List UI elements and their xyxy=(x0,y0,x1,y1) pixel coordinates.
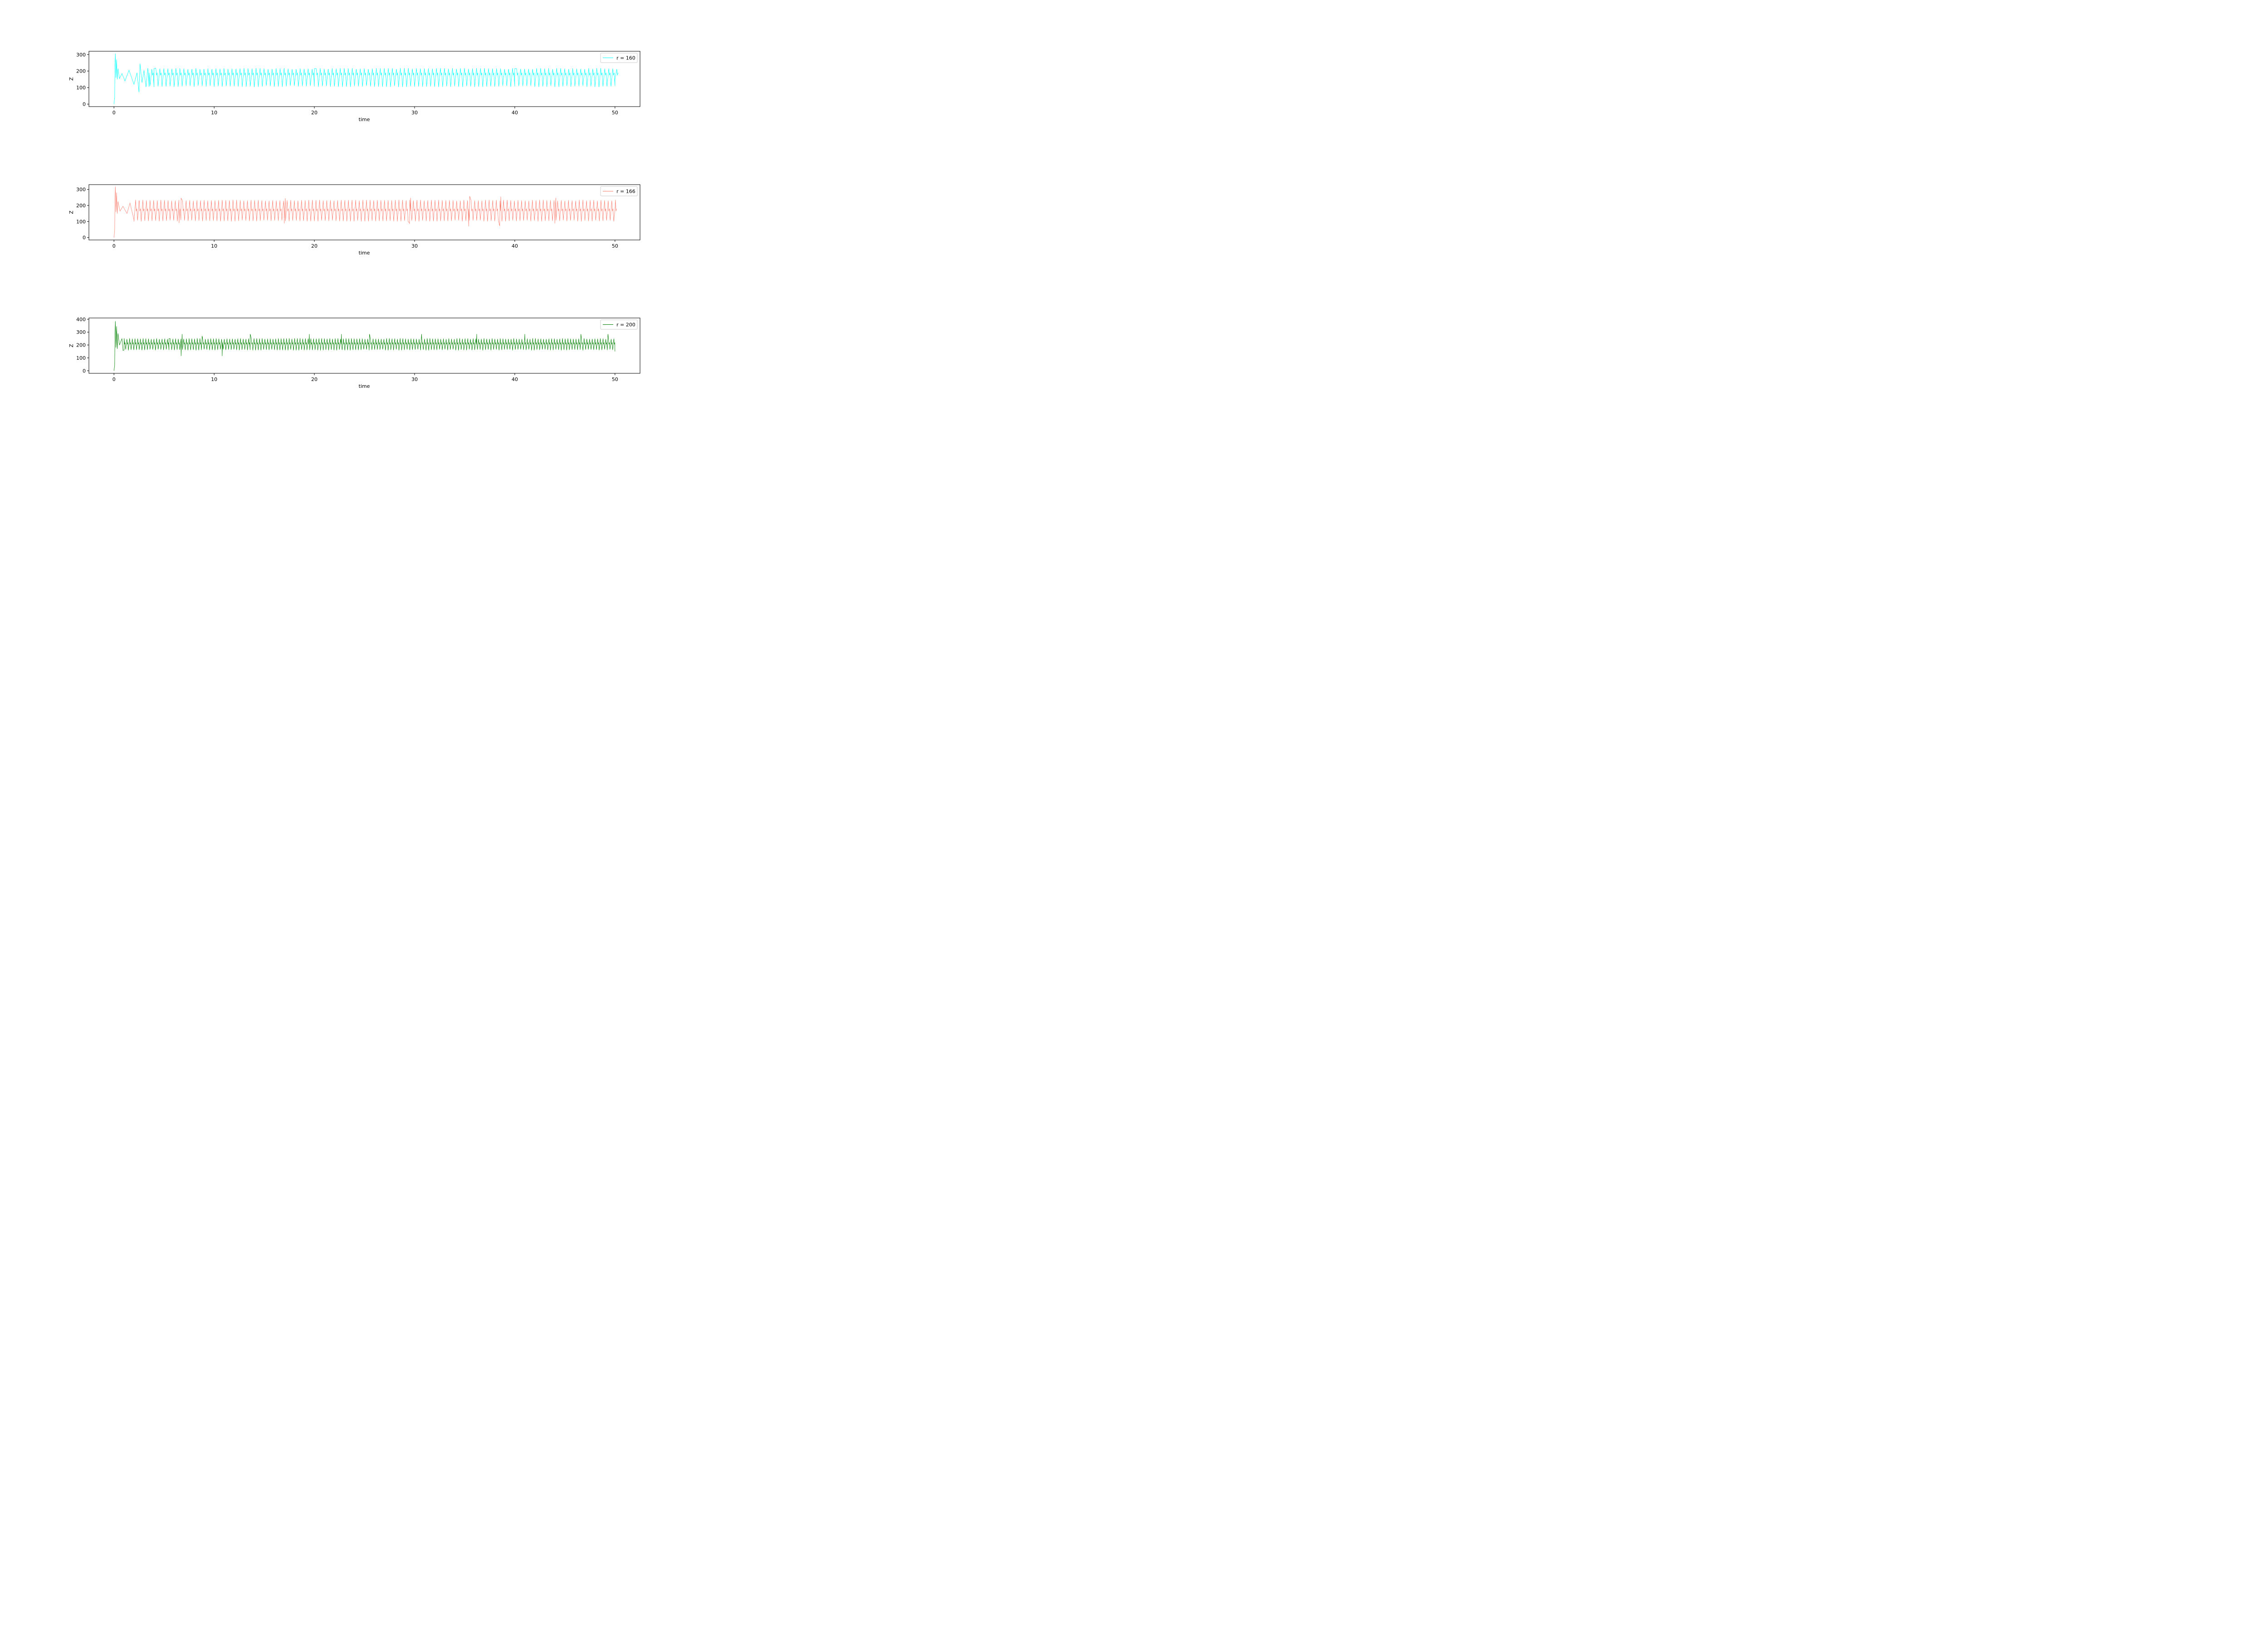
subplot-2-xlabel: time xyxy=(359,250,370,256)
subplot-3-ytick-label: 300 xyxy=(76,329,86,335)
subplot-3-xtick-label: 30 xyxy=(411,376,418,382)
figure-background xyxy=(0,0,700,420)
subplot-1-xtick-label: 0 xyxy=(112,110,116,116)
subplot-3-xtick-label: 10 xyxy=(211,376,217,382)
subplot-2-ytick-label: 100 xyxy=(76,219,86,225)
subplot-2-xtick-label: 50 xyxy=(612,243,618,249)
subplot-2-ytick-label: 0 xyxy=(83,235,86,241)
subplot-3-ylabel: Z xyxy=(68,344,74,347)
subplot-3-ytick-label: 200 xyxy=(76,342,86,348)
subplot-2-xtick-label: 10 xyxy=(211,243,217,249)
subplot-1-ytick-label: 200 xyxy=(76,68,86,74)
subplot-1-ylabel: Z xyxy=(68,77,74,81)
subplot-1-legend: r = 160 xyxy=(600,53,638,63)
subplot-1-legend-label: r = 160 xyxy=(616,55,635,61)
subplot-3-xtick-label: 40 xyxy=(512,376,518,382)
subplot-2-legend-label: r = 166 xyxy=(616,189,635,195)
subplot-3-xtick-label: 50 xyxy=(612,376,618,382)
subplot-2-axes-frame xyxy=(88,184,640,240)
subplot-2-legend-box xyxy=(600,186,638,196)
subplot-2-ytick-label: 200 xyxy=(76,203,86,209)
subplot-3-xtick-label: 20 xyxy=(311,376,318,382)
subplot-1-xtick-label: 30 xyxy=(411,110,418,116)
subplot-3-xtick-label: 0 xyxy=(112,376,116,382)
subplot-1-xtick-label: 50 xyxy=(612,110,618,116)
subplot-3-xlabel: time xyxy=(359,383,370,389)
subplot-1-ytick-label: 100 xyxy=(76,85,86,91)
subplot-2-legend: r = 166 xyxy=(600,186,638,196)
subplot-3-legend-label: r = 200 xyxy=(616,322,635,328)
subplot-2-xtick-label: 20 xyxy=(311,243,318,249)
subplot-3-ytick-label: 100 xyxy=(76,355,86,361)
subplot-2-ytick-label: 300 xyxy=(76,187,86,193)
subplot-1-xlabel: time xyxy=(359,117,370,122)
subplot-3: time Z r = 200 0 10 20 30 40 50 0 100 200 300 400 xyxy=(68,317,640,389)
subplot-3-legend-box xyxy=(600,319,638,330)
subplot-2: time Z r = 166 0 10 20 30 40 50 0 100 200 300 xyxy=(68,184,640,256)
subplot-1-xtick-label: 40 xyxy=(512,110,518,116)
subplot-3-series-line xyxy=(113,321,616,371)
subplot-1-axes-frame xyxy=(88,51,640,107)
subplot-1-ytick-label: 300 xyxy=(76,52,86,58)
subplot-3-axes-frame xyxy=(88,318,640,374)
subplot-3-legend: r = 200 xyxy=(600,319,638,330)
subplot-2-xtick-label: 30 xyxy=(411,243,418,249)
subplot-2-ylabel: Z xyxy=(68,210,74,214)
subplot-1-series-line xyxy=(113,54,619,104)
subplot-1-xtick-label: 10 xyxy=(211,110,217,116)
subplot-3-ytick-label: 400 xyxy=(76,317,86,323)
subplot-2-xtick-label: 40 xyxy=(512,243,518,249)
subplot-1-xtick-label: 20 xyxy=(311,110,318,116)
subplot-1-legend-box xyxy=(600,53,638,63)
subplot-1: time Z r = 160 0 10 20 30 40 50 0 100 200 300 xyxy=(68,51,640,122)
subplot-3-ytick-label: 0 xyxy=(83,368,86,374)
subplot-2-xtick-label: 0 xyxy=(112,243,116,249)
subplot-2-series-line xyxy=(113,186,617,238)
subplot-1-ytick-label: 0 xyxy=(83,102,86,108)
